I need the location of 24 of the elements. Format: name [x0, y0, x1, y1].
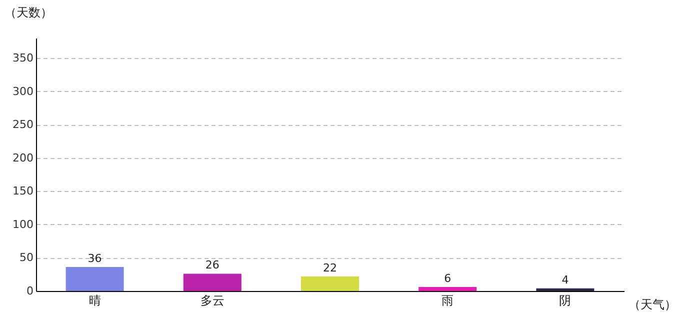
bar: [301, 276, 359, 291]
y-tick-label: 250: [12, 118, 34, 132]
bar: [536, 288, 594, 291]
x-tick-label: 阴: [559, 294, 572, 308]
y-tick-label: 150: [12, 184, 34, 198]
data-label: 6: [444, 272, 452, 286]
data-label: 4: [562, 273, 569, 286]
y-tick-label: 0: [26, 284, 34, 298]
x-axis-title: （天气）: [628, 298, 676, 312]
data-label: 26: [205, 258, 220, 272]
y-tick-label: 300: [12, 84, 34, 98]
y-axis-title: （天数）: [4, 6, 52, 20]
bar: [183, 274, 242, 291]
data-label: 22: [323, 261, 337, 274]
y-tick-label: 50: [20, 251, 34, 264]
y-tick-label: 100: [12, 218, 34, 231]
x-tick-label: 多云: [200, 294, 224, 308]
data-label: 36: [88, 252, 102, 266]
y-tick-label: 350: [12, 51, 34, 64]
bar: [418, 287, 477, 291]
bar: [66, 267, 124, 291]
x-tick-label: 雨: [442, 294, 454, 308]
y-tick-label: 200: [12, 151, 34, 164]
x-tick-label: 晴: [88, 294, 101, 308]
